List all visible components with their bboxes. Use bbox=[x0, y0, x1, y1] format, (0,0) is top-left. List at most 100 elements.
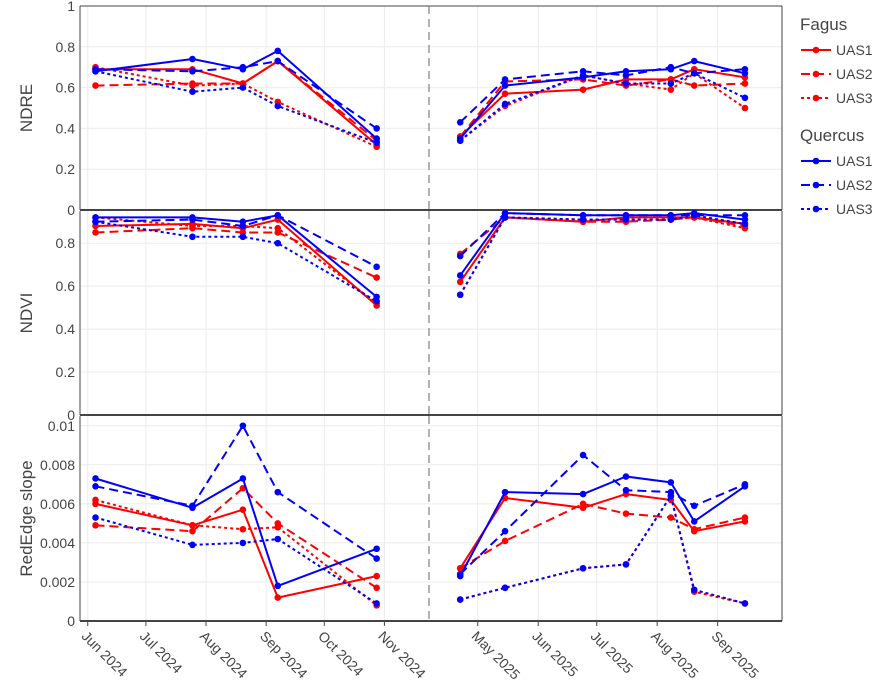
series-quercus-uas2 bbox=[92, 422, 749, 578]
data-point bbox=[189, 233, 196, 241]
data-point bbox=[622, 473, 630, 480]
y-tick-label: 0.002 bbox=[40, 574, 75, 590]
y-axis-title: RedEdge slope bbox=[17, 460, 36, 576]
data-point bbox=[579, 86, 587, 93]
data-point bbox=[373, 600, 380, 607]
y-tick-label: 0.6 bbox=[56, 278, 76, 294]
data-point bbox=[456, 564, 464, 572]
series-line bbox=[95, 424, 378, 560]
data-point bbox=[373, 572, 380, 580]
x-tick-label: Sep 2025 bbox=[709, 628, 763, 682]
data-point bbox=[92, 229, 99, 236]
data-point bbox=[92, 522, 99, 529]
data-point bbox=[579, 500, 587, 508]
data-point bbox=[92, 475, 99, 482]
data-point bbox=[274, 47, 282, 55]
x-tick-label: Sep 2024 bbox=[257, 628, 311, 682]
y-tick-label: 0.004 bbox=[40, 535, 75, 551]
data-point bbox=[690, 57, 698, 65]
x-tick-label: Jun 2024 bbox=[79, 628, 131, 680]
y-tick-label: 0 bbox=[67, 202, 75, 218]
data-point bbox=[274, 523, 282, 531]
data-point bbox=[373, 274, 380, 281]
data-point bbox=[373, 139, 380, 146]
data-point bbox=[667, 514, 675, 521]
y-tick-label: 0 bbox=[67, 613, 75, 629]
data-point bbox=[456, 272, 464, 279]
data-point bbox=[579, 490, 587, 498]
data-point bbox=[741, 481, 749, 488]
legend: Fagus UAS1 UAS2 UAS3 Quercus UAS1 UAS2 UAS3 bbox=[800, 15, 873, 217]
data-point bbox=[274, 57, 282, 65]
data-point bbox=[501, 527, 509, 535]
x-tick-label: Jun 2025 bbox=[529, 628, 581, 680]
series-fagus-uas2 bbox=[92, 484, 749, 592]
data-point bbox=[274, 582, 282, 590]
legend-swatch-marker bbox=[812, 70, 820, 78]
series-line bbox=[459, 216, 746, 296]
legend-group-title: Quercus bbox=[800, 126, 864, 145]
data-point bbox=[622, 486, 630, 494]
data-point bbox=[741, 220, 749, 228]
series-line bbox=[95, 499, 378, 607]
data-point bbox=[274, 224, 282, 232]
y-tick-label: 0.8 bbox=[56, 39, 76, 55]
data-point bbox=[741, 514, 749, 521]
data-point bbox=[579, 451, 587, 459]
series-line bbox=[95, 220, 378, 303]
data-point bbox=[501, 76, 509, 83]
y-tick-label: 0.006 bbox=[40, 496, 75, 512]
series-line bbox=[95, 66, 378, 148]
data-point bbox=[456, 278, 464, 286]
y-tick-label: 0.4 bbox=[56, 120, 76, 136]
y-tick-label: 0.01 bbox=[48, 418, 75, 434]
data-point bbox=[189, 222, 196, 230]
data-point bbox=[741, 94, 749, 102]
series-line bbox=[95, 487, 378, 589]
data-point bbox=[741, 65, 749, 73]
data-point bbox=[622, 216, 630, 223]
data-point bbox=[501, 488, 509, 496]
y-tick-label: 1 bbox=[67, 0, 75, 14]
data-point bbox=[456, 137, 464, 144]
y-tick-label: 0.2 bbox=[56, 161, 76, 177]
series-line bbox=[95, 60, 378, 130]
y-tick-label: 0.2 bbox=[56, 364, 76, 380]
data-point bbox=[92, 514, 99, 521]
data-point bbox=[92, 482, 99, 490]
data-point bbox=[579, 564, 587, 572]
x-tick-label: Jul 2025 bbox=[588, 628, 637, 677]
legend-item-label: UAS1 bbox=[836, 42, 873, 58]
data-point bbox=[239, 233, 247, 241]
data-point bbox=[622, 72, 630, 79]
series-quercus-uas3 bbox=[92, 67, 749, 146]
legend-item-label: UAS2 bbox=[836, 177, 873, 193]
frame-layer bbox=[79, 5, 783, 622]
data-point bbox=[690, 211, 698, 219]
data-point bbox=[501, 584, 509, 592]
series-quercus-uas3 bbox=[92, 211, 749, 305]
x-tick-label: Jul 2024 bbox=[137, 628, 186, 677]
data-point bbox=[690, 70, 698, 77]
data-point bbox=[501, 90, 509, 98]
series-line bbox=[459, 216, 746, 255]
y-tick-label: 0.008 bbox=[40, 457, 75, 473]
data-point bbox=[667, 86, 675, 93]
data-point bbox=[274, 102, 282, 110]
x-tick-label: May 2025 bbox=[469, 628, 524, 683]
y-tick-label: 0 bbox=[67, 407, 75, 423]
data-point bbox=[501, 82, 509, 89]
data-point bbox=[501, 100, 509, 108]
series-line bbox=[95, 49, 378, 140]
data-point bbox=[373, 584, 380, 592]
data-point bbox=[274, 594, 282, 601]
data-point bbox=[690, 502, 698, 510]
data-point bbox=[189, 527, 196, 535]
data-point bbox=[239, 525, 247, 533]
data-point bbox=[501, 537, 509, 545]
data-point bbox=[239, 539, 247, 547]
y-tick-label: 0.4 bbox=[56, 321, 76, 337]
data-point bbox=[92, 67, 99, 75]
legend-swatch-marker bbox=[812, 157, 820, 165]
x-tick-label: Nov 2024 bbox=[375, 628, 429, 682]
